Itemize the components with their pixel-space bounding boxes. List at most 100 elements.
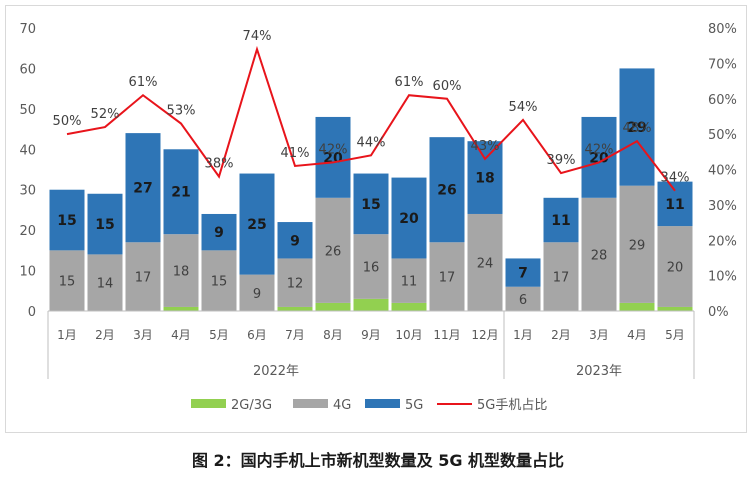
y2-axis-tick-label: 0% (708, 305, 729, 320)
stacked-bar-line-chart: 0 10 20 30 40 50 60 70 0% 10% 20% 30% 40% 50% 60% 70% 80… (19, 22, 737, 413)
data-label-5g: 29 (627, 120, 646, 136)
data-label-5g: 25 (247, 217, 266, 233)
x-axis-tick-label: 2月 (551, 328, 571, 342)
data-label-5g: 27 (133, 181, 152, 197)
legend-label: 4G (333, 398, 351, 413)
y2-axis-tick-label: 50% (708, 128, 737, 143)
bar-segment-5g (429, 137, 465, 243)
legend-label: 2G/3G (231, 398, 272, 413)
x-axis-tick-label: 12月 (471, 328, 498, 342)
bar-segment-5g (125, 133, 161, 243)
y2-axis-tick-label: 60% (708, 93, 737, 108)
line-data-label: 34% (661, 171, 690, 186)
bar-segment-5g (467, 141, 503, 214)
line-data-label: 54% (509, 100, 538, 115)
data-label-4g: 16 (363, 261, 380, 276)
line-data-label: 50% (53, 114, 82, 129)
legend-swatch (365, 399, 400, 408)
x-axis-tick-label: 8月 (323, 328, 343, 342)
data-label-4g: 20 (667, 261, 684, 276)
y2-axis-tick-label: 70% (708, 57, 737, 72)
bar-segment-5g (201, 213, 237, 251)
data-label-4g: 11 (401, 275, 418, 290)
legend-label: 5G (405, 398, 423, 413)
y-axis-tick-label: 30 (19, 184, 36, 199)
y2-axis-tick-label: 10% (708, 270, 737, 285)
data-label-4g: 17 (135, 271, 152, 286)
chart-caption: 图 2：国内手机上市新机型数量及 5G 机型数量占比 (191, 451, 565, 470)
data-label-5g: 11 (665, 197, 684, 213)
y2-axis-tick-label: 40% (708, 164, 737, 179)
data-label-4g: 24 (477, 256, 494, 271)
data-label-4g: 28 (591, 248, 608, 263)
data-label-4g: 17 (439, 271, 456, 286)
data-label-4g: 12 (287, 277, 304, 292)
line-data-label: 39% (547, 153, 576, 168)
line-data-label: 48% (623, 121, 652, 136)
data-label-4g: 17 (553, 271, 570, 286)
bar-segment-5g (315, 116, 351, 198)
line-data-label: 53% (167, 104, 196, 119)
data-label-5g: 15 (95, 217, 114, 233)
bar-segment-4g (163, 234, 199, 307)
data-label-4g: 18 (173, 265, 190, 280)
data-label-5g: 15 (361, 197, 380, 213)
x-axis-tick-label: 10月 (395, 328, 422, 342)
bar-segment-4g (391, 258, 427, 303)
y-axis-tick-label: 0 (28, 305, 36, 320)
bar-segment-4g (505, 286, 541, 311)
bar-segment-4g (353, 234, 389, 299)
bar-segment-5g (239, 173, 275, 275)
bar-segment-4g (619, 185, 655, 303)
data-label-5g: 9 (290, 233, 300, 249)
bar-segment-5g (619, 68, 655, 186)
bar-segment-5g (657, 181, 693, 227)
bar-segment-4g (125, 242, 161, 311)
bar-segment-5g (505, 258, 541, 287)
x-axis-tick-label: 3月 (589, 328, 609, 342)
x-axis-tick-label: 2月 (95, 328, 115, 342)
line-data-label: 74% (243, 29, 272, 44)
data-label-5g: 7 (518, 266, 528, 282)
data-label-4g: 6 (519, 293, 527, 308)
x-axis-tick-label: 4月 (171, 328, 191, 342)
x-axis-tick-label: 7月 (285, 328, 305, 342)
y-axis-tick-label: 60 (19, 62, 36, 77)
bar-segment-4g (543, 242, 579, 311)
bar-segment-5g (49, 189, 85, 251)
x-axis-tick-label: 5月 (665, 328, 685, 342)
line-series-5g-share (66, 45, 676, 192)
data-label-5g: 15 (57, 213, 76, 229)
bar-segment-5g (163, 149, 199, 235)
bar-segment-5g (277, 222, 313, 259)
line-data-label: 61% (129, 75, 158, 90)
y-axis-tick-label: 40 (19, 143, 36, 158)
bar-segment-2g-3g (391, 302, 427, 311)
data-label-4g: 15 (211, 275, 228, 290)
x-axis-tick-label: 3月 (133, 328, 153, 342)
bar-segment-4g (239, 274, 275, 311)
x-axis-tick-label: 4月 (627, 328, 647, 342)
bar-segment-4g (429, 242, 465, 311)
chart-frame: 0 10 20 30 40 50 60 70 0% 10% 20% 30% 40% 50% 60% 70% 80… (5, 5, 747, 433)
bar-segment-5g (87, 193, 123, 255)
legend-label: 5G手机占比 (477, 398, 547, 413)
bar-segment-2g-3g (619, 302, 655, 311)
bar-segment-4g (581, 197, 617, 311)
data-label-5g: 9 (214, 225, 224, 241)
bar-segment-5g (581, 116, 617, 198)
legend-swatch (293, 399, 328, 408)
bar-segment-2g-3g (657, 306, 693, 311)
x-axis-group-label: 2022年 (253, 364, 299, 379)
bar-segment-5g (543, 197, 579, 243)
line-data-label: 52% (91, 107, 120, 122)
bar-segment-4g (277, 258, 313, 307)
y-axis-tick-label: 20 (19, 224, 36, 239)
legend-swatch (191, 399, 226, 408)
line-data-label: 61% (395, 75, 424, 90)
y2-axis-tick-label: 30% (708, 199, 737, 214)
bar-segment-2g-3g (277, 306, 313, 311)
bar-segment-4g (315, 197, 351, 303)
x-axis-tick-label: 11月 (433, 328, 460, 342)
line-data-label: 43% (471, 139, 500, 154)
